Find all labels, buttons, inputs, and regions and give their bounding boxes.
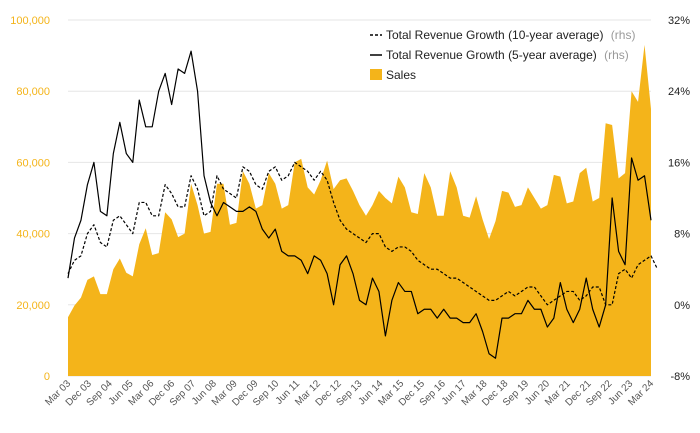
legend-label-5yr-suffix: (rhs) [604,48,629,62]
y-right-tick-label: 32% [668,15,690,27]
y-left-tick-label: 40,000 [16,229,50,241]
legend: Total Revenue Growth (10-year average) (… [370,28,635,82]
growth-10yr-line [67,161,659,306]
y-left-tick-label: 100,000 [10,15,50,27]
legend-label-5yr: Total Revenue Growth (5-year average) (r… [386,48,629,62]
legend-label-10yr-suffix: (rhs) [611,28,636,42]
y-left-tick-label: 60,000 [16,157,50,169]
y-left-tick-label: 20,000 [16,300,50,312]
legend-label-10yr-text: Total Revenue Growth (10-year average) [386,28,603,42]
y-left-tick-label: 80,000 [16,86,50,98]
right-axis: -8% 0% 8% 16% 24% 32% [668,15,690,383]
legend-label-5yr-text: Total Revenue Growth (5-year average) [386,48,597,62]
y-left-tick-label: 0 [44,371,50,383]
legend-marker-sales-area [370,69,382,80]
y-right-tick-label: 16% [668,157,690,169]
y-right-tick-label: -8% [670,371,690,383]
y-right-tick-label: 8% [674,229,690,241]
sales-area-layer [68,44,651,377]
y-right-tick-label: 0% [674,300,690,312]
y-right-tick-label: 24% [668,86,690,98]
growth-lines-layer [67,50,659,359]
growth-5yr-line [67,50,652,359]
sales-area [68,44,651,377]
left-axis: 0 20,000 40,000 60,000 80,000 100,000 [10,15,50,383]
legend-label-10yr: Total Revenue Growth (10-year average) (… [386,28,635,42]
legend-label-sales: Sales [386,68,416,82]
